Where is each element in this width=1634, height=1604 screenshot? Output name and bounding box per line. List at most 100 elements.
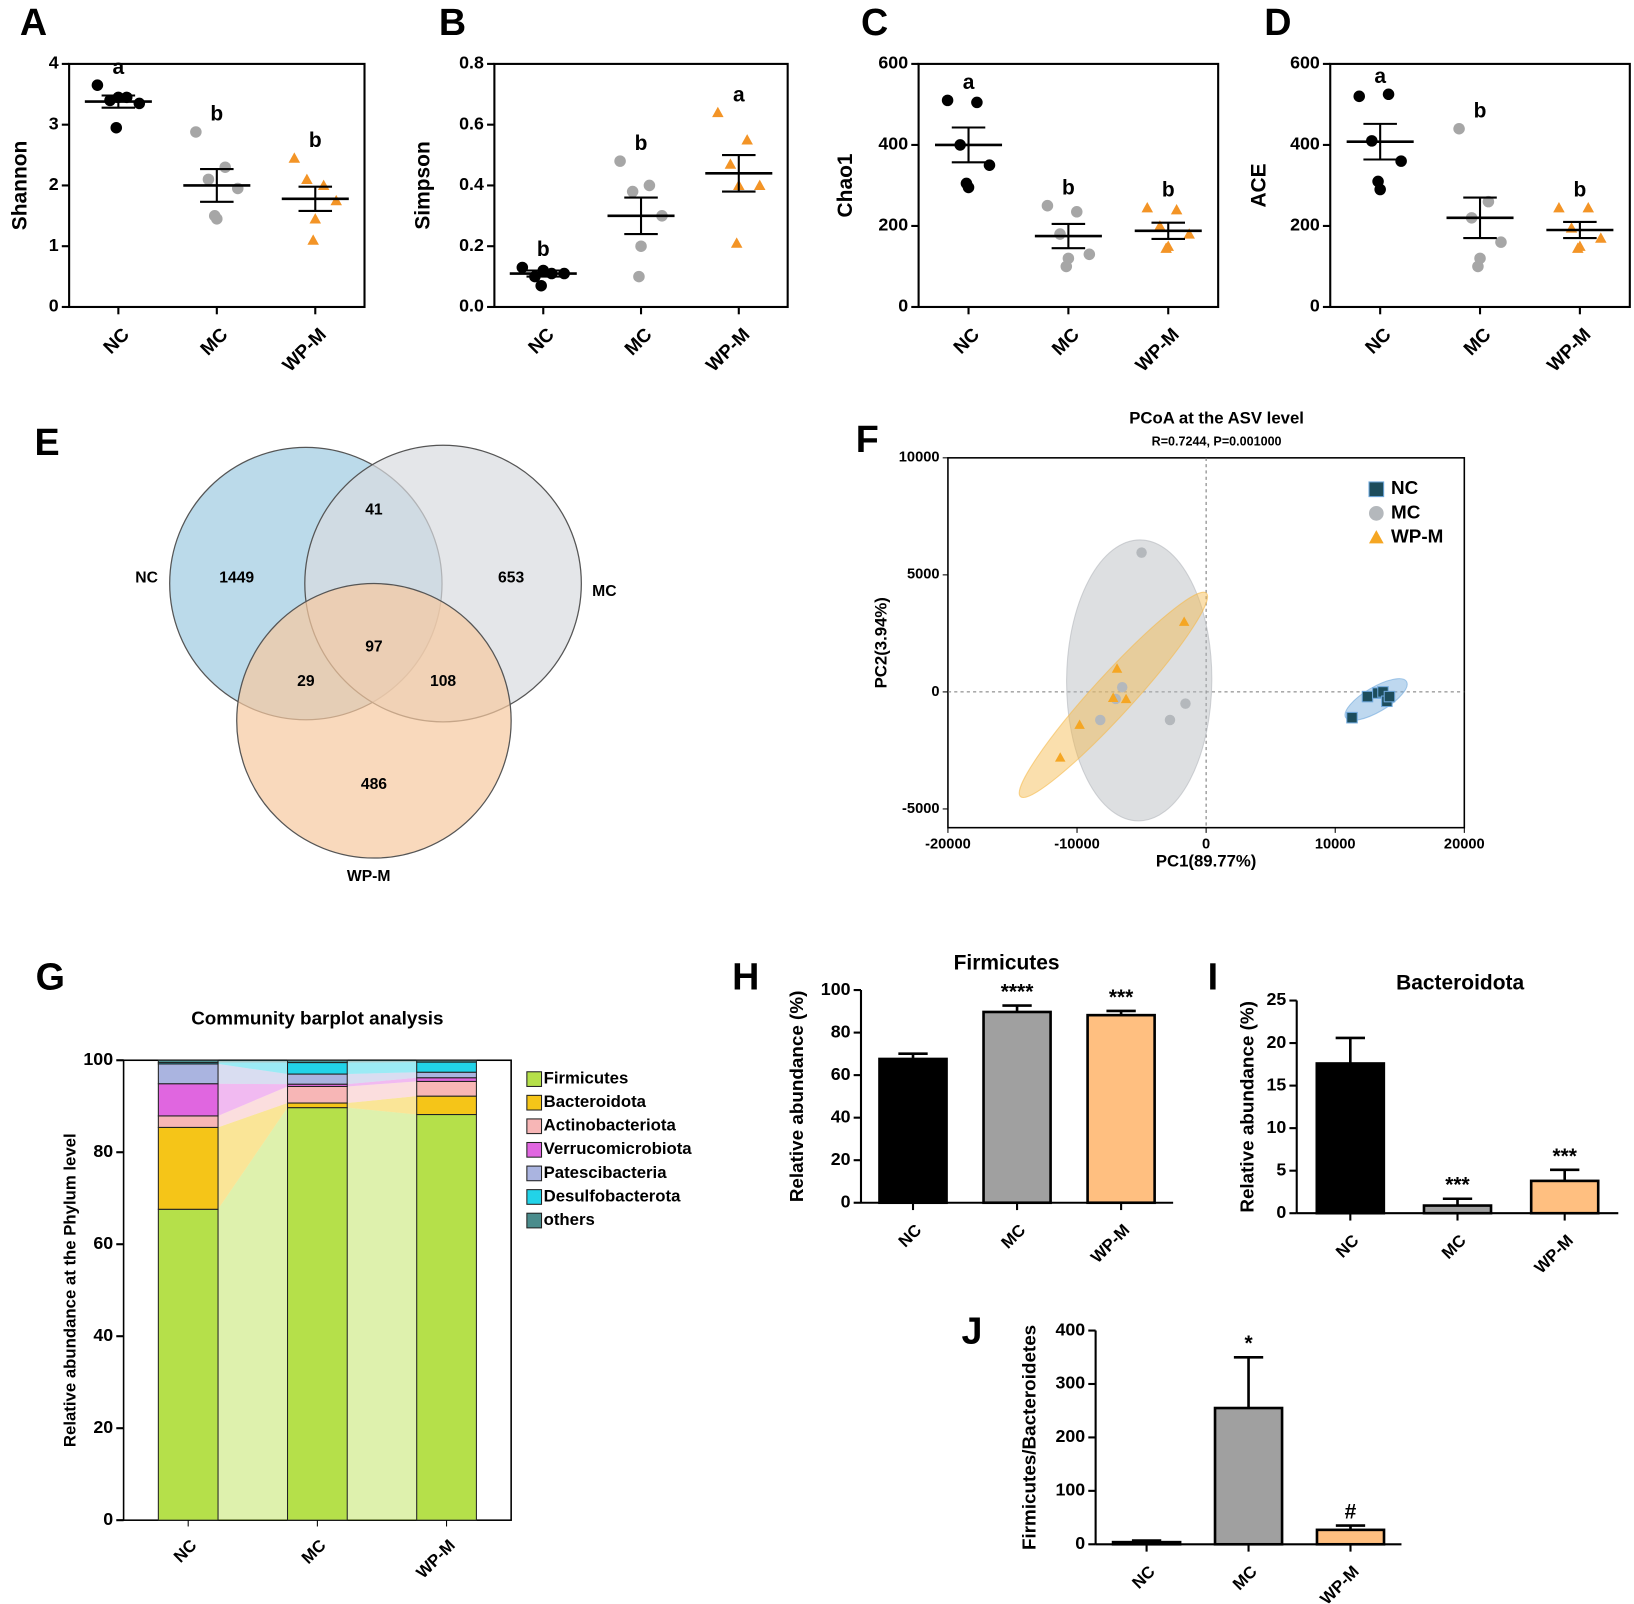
panel: C 0 200 400 600 Chao1 NC a MC b WP-M b xyxy=(834,1,1220,375)
y-tick-label: 0.6 xyxy=(459,113,484,133)
point xyxy=(190,126,202,138)
y-tick-label: 25 xyxy=(1266,989,1286,1009)
y-tick-label: 15 xyxy=(1266,1074,1286,1094)
point xyxy=(309,213,322,224)
legend-swatch xyxy=(526,1071,543,1087)
chart-title: Community barplot analysis xyxy=(191,1007,443,1028)
point xyxy=(1136,547,1147,558)
legend-label: NC xyxy=(1391,477,1419,498)
y-tick-label: 4 xyxy=(49,53,59,73)
point xyxy=(730,237,743,248)
x-tick-label: MC xyxy=(997,1220,1029,1252)
y-axis-title: Relative abundance at the Phylum level xyxy=(61,1133,80,1447)
legend-swatch xyxy=(526,1094,543,1111)
point xyxy=(1353,90,1365,103)
x-tick-label: -10000 xyxy=(1054,836,1100,852)
point xyxy=(535,279,547,292)
bar xyxy=(1529,1179,1600,1215)
significance-mark: * xyxy=(1244,1332,1253,1355)
point xyxy=(1472,260,1484,273)
panel-label: C xyxy=(861,1,888,43)
point xyxy=(133,97,146,110)
venn-set-label: MC xyxy=(592,583,616,600)
significance-letter: b xyxy=(635,132,648,155)
venn-set-label: NC xyxy=(135,569,158,586)
point xyxy=(91,79,104,91)
panel: E NC MC WP-M 1449 653 486 41 29 108 97 xyxy=(35,421,617,885)
point xyxy=(1346,711,1358,724)
flow xyxy=(218,1063,288,1085)
x-axis-title: PC1(89.77%) xyxy=(1156,852,1257,871)
x-tick-label: MC xyxy=(1229,1562,1261,1594)
point xyxy=(1383,690,1396,703)
y-tick-label: 0 xyxy=(841,1191,851,1211)
panel: F -5000 0 5000 10000 -20000 -10000 0 10000 20000 P… xyxy=(856,408,1485,870)
bar xyxy=(1315,1062,1386,1215)
significance-mark: # xyxy=(1345,1501,1357,1524)
panel: D 0 200 400 600 ACE NC a MC b WP-M b xyxy=(1248,1,1631,375)
legend-swatch xyxy=(526,1212,543,1229)
legend-label: others xyxy=(544,1210,595,1229)
significance-letter: a xyxy=(1374,65,1386,88)
y-axis-title: Relative abundance (%) xyxy=(786,991,807,1203)
significance-letter: b xyxy=(309,129,322,152)
y-tick-label: 400 xyxy=(1290,134,1320,154)
flow xyxy=(347,1060,417,1063)
point xyxy=(1572,242,1584,253)
bar-segment xyxy=(416,1095,477,1116)
point xyxy=(1495,236,1507,248)
y-tick-label: 0.0 xyxy=(459,296,484,316)
point xyxy=(626,185,639,198)
legend-swatch xyxy=(526,1189,543,1205)
legend-label: Bacteroidota xyxy=(544,1092,647,1111)
bar-segment xyxy=(157,1115,219,1128)
point xyxy=(741,134,753,145)
y-tick-label: 20 xyxy=(93,1417,113,1437)
panel-label: F xyxy=(856,418,879,460)
y-tick-label: 2 xyxy=(49,174,59,194)
point xyxy=(1074,719,1085,729)
point xyxy=(633,270,645,283)
x-tick-label: MC xyxy=(1438,1231,1470,1263)
legend-label: Actinobacteriota xyxy=(544,1116,677,1135)
point xyxy=(1382,88,1395,101)
y-tick-label: 10000 xyxy=(899,450,940,466)
y-tick-label: 200 xyxy=(878,215,908,235)
panel-label: H xyxy=(732,956,759,998)
x-tick-label: WP-M xyxy=(1316,1562,1362,1604)
point xyxy=(635,240,647,252)
bar xyxy=(1422,1204,1493,1215)
significance-mark: *** xyxy=(1552,1145,1577,1168)
bar-segment xyxy=(286,1062,348,1075)
point xyxy=(960,177,973,190)
y-tick-label: 60 xyxy=(831,1064,851,1084)
significance-mark: **** xyxy=(1001,981,1034,1004)
significance-letter: b xyxy=(1062,176,1075,199)
y-tick-label: 0.4 xyxy=(459,174,484,194)
significance-letter: b xyxy=(1573,178,1586,201)
y-tick-label: 5000 xyxy=(907,567,940,583)
point xyxy=(1054,228,1066,240)
panel: I 0 5 10 15 20 25 Relative abundance (%) Bactero… xyxy=(1208,956,1619,1277)
significance-mark: *** xyxy=(1109,986,1134,1009)
point xyxy=(1553,201,1565,213)
venn-set xyxy=(236,582,512,859)
bar-segment xyxy=(286,1059,348,1064)
y-tick-label: 400 xyxy=(1055,1319,1085,1339)
x-tick-label: NC xyxy=(895,1220,926,1251)
point xyxy=(1482,195,1495,208)
panel: H 0 20 40 60 80 100 Relative abundance (%) Firmi… xyxy=(732,951,1174,1267)
point xyxy=(1582,201,1595,213)
x-tick-label: WP-M xyxy=(1087,1220,1133,1266)
point xyxy=(1041,199,1054,212)
y-tick-label: 0 xyxy=(49,296,59,316)
flow xyxy=(347,1096,417,1115)
bar xyxy=(1086,1013,1156,1205)
x-tick-label: NC xyxy=(170,1536,201,1567)
significance-letter: b xyxy=(1474,99,1487,122)
y-tick-label: 0 xyxy=(898,296,908,316)
panel-label: J xyxy=(962,1310,983,1352)
bar-segment xyxy=(157,1083,219,1117)
legend-marker xyxy=(1368,481,1385,498)
flow xyxy=(218,1083,288,1116)
